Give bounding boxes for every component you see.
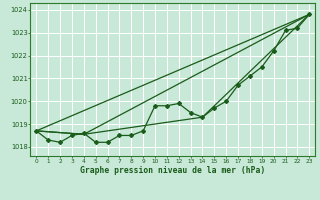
X-axis label: Graphe pression niveau de la mer (hPa): Graphe pression niveau de la mer (hPa) [80,166,265,175]
